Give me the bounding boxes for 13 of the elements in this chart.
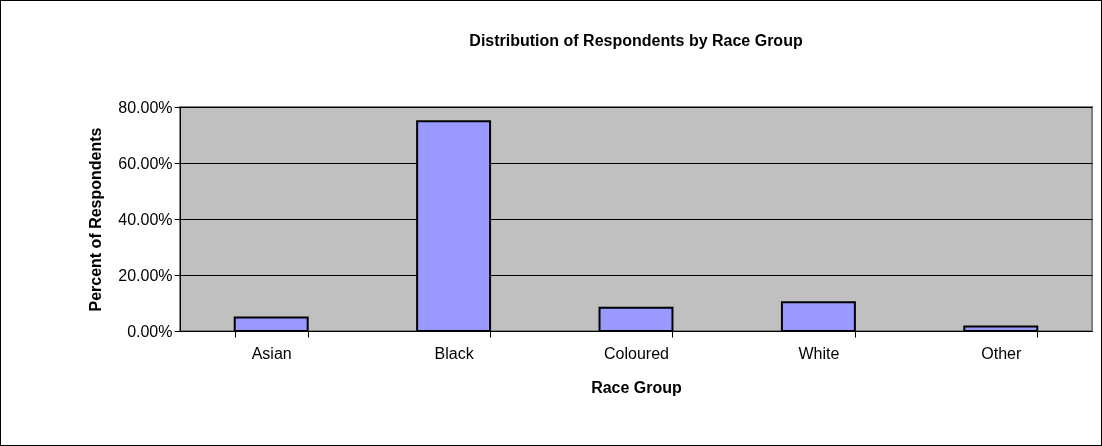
y-tick-label: 80.00% (118, 98, 173, 116)
y-tick-label: 40.00% (118, 210, 173, 228)
x-tick-label: Coloured (604, 344, 669, 362)
y-tick-label: 0.00% (127, 322, 173, 340)
x-tick-label: White (798, 344, 840, 362)
x-tick-label: Black (434, 344, 475, 362)
x-tick-label: Other (981, 344, 1022, 362)
chart-title: Distribution of Respondents by Race Group (469, 32, 803, 49)
x-tick-label: Asian (251, 344, 292, 362)
y-tick-label: 60.00% (118, 154, 173, 172)
y-tick-label: 20.00% (118, 266, 173, 284)
x-axis-title: Race Group (591, 378, 683, 396)
y-axis-title: Percent of Respondents (87, 127, 105, 312)
